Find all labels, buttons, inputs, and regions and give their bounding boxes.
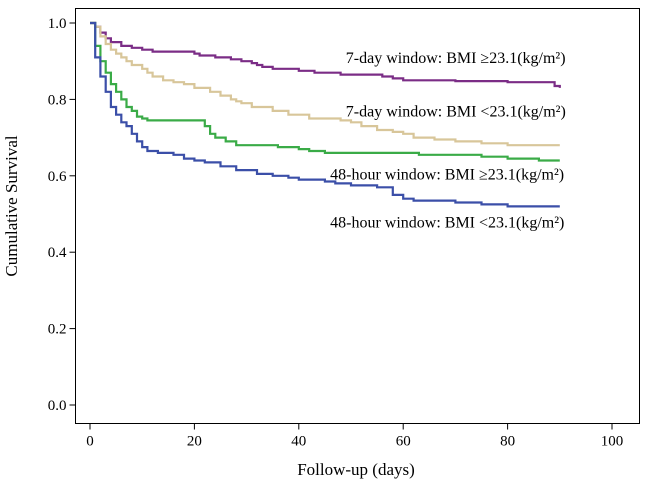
y-tick-label: 0.2 xyxy=(48,322,67,338)
x-tick-label: 100 xyxy=(601,434,624,450)
y-tick-label: 0.0 xyxy=(48,398,67,414)
curve-labels: 7-day window: BMI ≥23.1(kg/m²) 7-day wind… xyxy=(330,50,566,231)
x-axis-title: Follow-up (days) xyxy=(297,460,415,479)
y-axis: 0.0 0.2 0.4 0.6 0.8 1.0 xyxy=(48,16,76,414)
y-axis-title: Cumulative Survival xyxy=(2,135,21,276)
survival-curve-2 xyxy=(90,21,560,147)
y-tick-label: 0.8 xyxy=(48,92,67,108)
y-tick-label: 0.4 xyxy=(48,245,67,261)
x-tick-label: 20 xyxy=(187,434,202,450)
y-tick-label: 1.0 xyxy=(48,16,67,32)
curve-label-3: 48-hour window: BMI ≥23.1(kg/m²) xyxy=(330,167,564,184)
survival-curve-1 xyxy=(90,21,561,88)
y-tick-label: 0.6 xyxy=(48,169,67,185)
survival-curve-3 xyxy=(90,21,560,162)
x-tick-label: 0 xyxy=(86,434,94,450)
x-tick-label: 80 xyxy=(500,434,515,450)
curve-label-2: 7-day window: BMI <23.1(kg/m²) xyxy=(346,104,566,121)
curve-label-1: 7-day window: BMI ≥23.1(kg/m²) xyxy=(346,50,566,67)
x-tick-label: 40 xyxy=(291,434,306,450)
survival-curves xyxy=(90,21,561,208)
plot-frame xyxy=(75,8,640,424)
x-axis: 0 20 40 60 80 100 xyxy=(86,423,624,450)
survival-curve-4 xyxy=(90,21,560,208)
x-tick-label: 60 xyxy=(396,434,411,450)
curve-label-4: 48-hour window: BMI <23.1(kg/m²) xyxy=(330,214,564,231)
